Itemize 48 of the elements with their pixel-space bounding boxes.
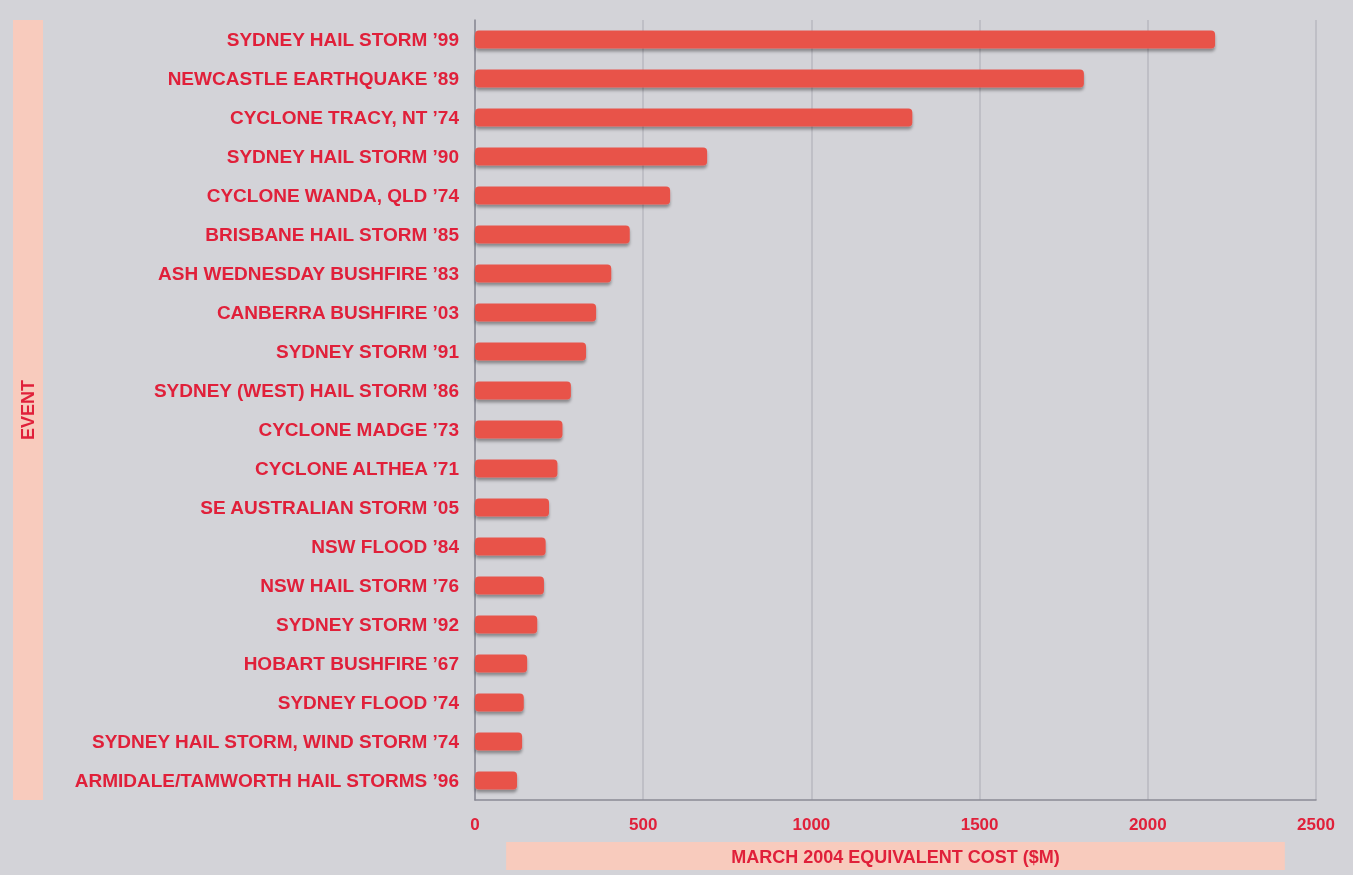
y-tick-label: CYCLONE TRACY, NT ’74: [229, 107, 460, 128]
bar: [475, 693, 524, 712]
y-tick-label: CANBERRA BUSHFIRE ’03: [216, 302, 459, 323]
y-tick-label: NSW HAIL STORM ’76: [260, 575, 459, 596]
bar: [475, 186, 671, 205]
x-tick-label: 0: [470, 815, 480, 834]
bar: [475, 420, 563, 439]
y-tick-label: SYDNEY (WEST) HAIL STORM ’86: [153, 380, 459, 401]
x-tick-label: 1500: [960, 815, 999, 834]
bar: [475, 576, 544, 595]
bar: [475, 654, 528, 673]
y-tick-label: ARMIDALE/TAMWORTH HAIL STORMS ’96: [74, 770, 459, 791]
y-axis-title: EVENT: [18, 379, 38, 441]
x-tick-label: 2000: [1128, 815, 1167, 834]
y-tick-label: SYDNEY STORM ’92: [275, 614, 459, 635]
y-tick-label: ASH WEDNESDAY BUSHFIRE ’83: [158, 263, 459, 284]
y-tick-label: SYDNEY STORM ’91: [275, 341, 460, 362]
x-tick-label: 2500: [1297, 815, 1335, 834]
y-tick-label: NSW FLOOD ’84: [311, 536, 460, 557]
bar: [475, 771, 518, 790]
y-tick-label: BRISBANE HAIL STORM ’85: [205, 224, 460, 245]
bar: [475, 30, 1216, 49]
bar: [475, 537, 546, 556]
bar: [475, 732, 523, 751]
bar: [475, 498, 550, 517]
y-tick-label: SYDNEY HAIL STORM ’90: [226, 146, 459, 167]
y-tick-label: CYCLONE ALTHEA ’71: [254, 458, 460, 479]
x-tick-label: 500: [629, 815, 658, 834]
bar: [475, 615, 538, 634]
y-tick-label: SYDNEY FLOOD ’74: [277, 692, 460, 713]
x-tick-label: 1000: [792, 815, 831, 834]
y-tick-label: SYDNEY HAIL STORM ’99: [226, 29, 459, 50]
y-tick-label: SE AUSTRALIAN STORM ’05: [200, 497, 460, 518]
bar: [475, 108, 913, 127]
bar: [475, 342, 587, 361]
y-tick-label: CYCLONE MADGE ’73: [258, 419, 459, 440]
bar: [475, 459, 558, 478]
y-tick-label: SYDNEY HAIL STORM, WIND STORM ’74: [91, 731, 460, 752]
y-tick-label: CYCLONE WANDA, QLD ’74: [206, 185, 460, 206]
bar: [475, 264, 612, 283]
bar: [475, 303, 597, 322]
y-tick-label: HOBART BUSHFIRE ’67: [243, 653, 459, 674]
y-tick-label: NEWCASTLE EARTHQUAKE ’89: [167, 68, 459, 89]
bar: [475, 225, 630, 244]
bar: [475, 147, 708, 166]
bar: [475, 69, 1084, 88]
x-axis-title: MARCH 2004 EQUIVALENT COST ($M): [731, 847, 1060, 867]
bar: [475, 381, 571, 400]
